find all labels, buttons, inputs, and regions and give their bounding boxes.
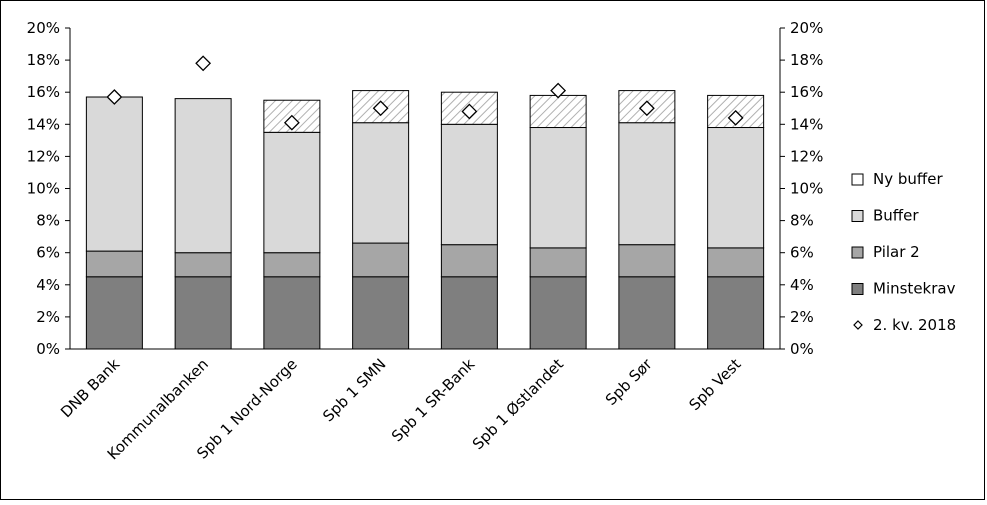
bar-minstekrav bbox=[707, 276, 765, 350]
bar-pilar-2 bbox=[263, 252, 321, 278]
x-category-label: Spb 1 SR-Bank bbox=[388, 355, 478, 445]
legend-label-ny-buffer: Ny buffer bbox=[873, 170, 943, 188]
bar-buffer bbox=[85, 96, 143, 252]
bar-buffer bbox=[529, 127, 587, 249]
bar-minstekrav bbox=[440, 276, 498, 350]
y-tick-label-left: 12% bbox=[27, 147, 60, 165]
y-tick-label-right: 6% bbox=[790, 244, 814, 262]
marker-2-kv-2018 bbox=[550, 82, 567, 99]
bar-minstekrav bbox=[85, 276, 143, 350]
legend-label-buffer: Buffer bbox=[873, 207, 919, 225]
y-tick-label-left: 16% bbox=[27, 83, 60, 101]
y-tick-label-right: 18% bbox=[790, 51, 823, 69]
legend-swatch-pilar-2 bbox=[851, 246, 864, 259]
y-tick-label-right: 14% bbox=[790, 115, 823, 133]
legend-label-2-kv-2018: 2. kv. 2018 bbox=[873, 316, 956, 334]
y-tick-label-left: 4% bbox=[36, 276, 60, 294]
marker-2-kv-2018 bbox=[638, 100, 655, 117]
bar-pilar-2 bbox=[174, 252, 232, 278]
y-tick-label-right: 2% bbox=[790, 308, 814, 326]
bar-minstekrav bbox=[352, 276, 410, 350]
bar-minstekrav bbox=[618, 276, 676, 350]
bar-buffer bbox=[352, 122, 410, 244]
y-tick-label-right: 12% bbox=[790, 147, 823, 165]
x-category-label: Spb 1 Nord-Norge bbox=[193, 355, 300, 462]
y-tick-label-right: 20% bbox=[790, 19, 823, 37]
y-tick-label-left: 8% bbox=[36, 212, 60, 230]
bar-buffer bbox=[174, 98, 232, 254]
x-category-label: DNB Bank bbox=[57, 355, 123, 421]
x-category-label: Spb 1 SMN bbox=[319, 355, 389, 425]
legend-swatch-ny-buffer bbox=[851, 173, 864, 186]
x-category-label: Spb Sør bbox=[602, 355, 656, 409]
bar-minstekrav bbox=[174, 276, 232, 350]
axes-layer bbox=[65, 27, 785, 350]
marker-2-kv-2018 bbox=[727, 109, 744, 126]
bar-ny-buffer bbox=[529, 94, 587, 129]
bar-buffer bbox=[618, 122, 676, 246]
y-tick-label-right: 8% bbox=[790, 212, 814, 230]
marker-2-kv-2018 bbox=[106, 89, 123, 105]
bar-pilar-2 bbox=[440, 244, 498, 278]
bar-pilar-2 bbox=[707, 247, 765, 278]
marker-2-kv-2018 bbox=[283, 114, 300, 131]
marker-2-kv-2018 bbox=[195, 55, 212, 72]
bar-pilar-2 bbox=[529, 247, 587, 278]
y-tick-label-left: 10% bbox=[27, 180, 60, 198]
y-tick-label-left: 2% bbox=[36, 308, 60, 326]
bar-pilar-2 bbox=[618, 244, 676, 278]
bar-minstekrav bbox=[529, 276, 587, 350]
y-tick-label-right: 10% bbox=[790, 180, 823, 198]
marker-2-kv-2018 bbox=[372, 100, 389, 117]
y-tick-label-right: 16% bbox=[790, 83, 823, 101]
legend-swatch-minstekrav bbox=[851, 283, 864, 295]
legend: Ny buffer Buffer Pilar 2 Minstekrav 2. kv. 2… bbox=[851, 170, 956, 334]
y-tick-label-right: 4% bbox=[790, 276, 814, 294]
bars-layer bbox=[85, 90, 765, 350]
y-tick-label-left: 18% bbox=[27, 51, 60, 69]
y-tick-label-left: 0% bbox=[36, 340, 60, 358]
marker-2-kv-2018 bbox=[461, 103, 478, 120]
bar-pilar-2 bbox=[85, 250, 143, 278]
legend-label-pilar-2: Pilar 2 bbox=[873, 243, 920, 261]
legend-label-minstekrav: Minstekrav bbox=[873, 280, 956, 298]
y-tick-label-left: 6% bbox=[36, 244, 60, 262]
bar-buffer bbox=[707, 127, 765, 249]
markers-layer bbox=[106, 55, 744, 131]
bar-pilar-2 bbox=[352, 242, 410, 278]
bar-buffer bbox=[263, 131, 321, 254]
bar-buffer bbox=[440, 123, 498, 246]
x-category-label: Spb 1 Østlandet bbox=[469, 355, 567, 453]
y-tick-label-left: 14% bbox=[27, 115, 60, 133]
labels-layer: 0% 0% 2% 2% 4% 4% 6% 6% 8% 8% 10% 10% 12% 12% 14% 14% 16… bbox=[27, 19, 824, 463]
legend-swatch-buffer bbox=[851, 210, 864, 222]
bar-minstekrav bbox=[263, 276, 321, 350]
y-tick-label-right: 0% bbox=[790, 340, 814, 358]
legend-swatch-2-kv-2018 bbox=[853, 320, 863, 330]
y-tick-label-left: 20% bbox=[27, 19, 60, 37]
x-category-label: Spb Vest bbox=[686, 355, 745, 414]
